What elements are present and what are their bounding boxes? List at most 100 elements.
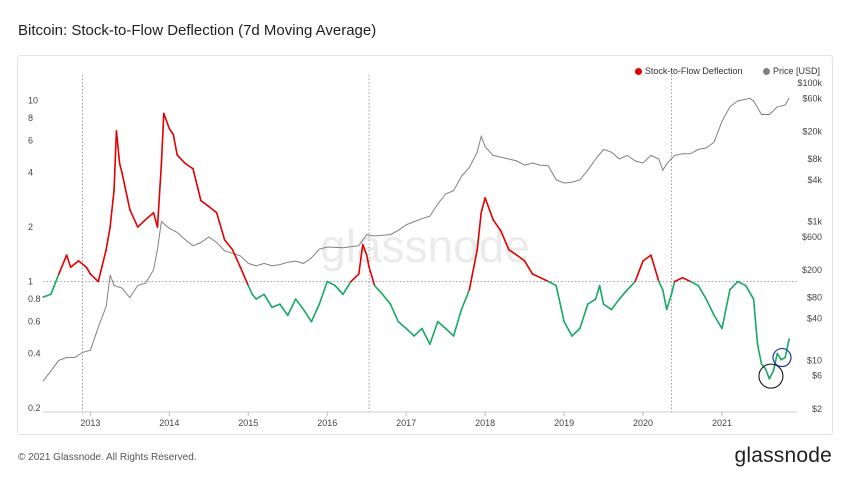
y-left-tick-4: 4 [28, 168, 33, 178]
deflection-segment-5 [77, 260, 88, 268]
deflection-segment-72 [523, 260, 534, 275]
x-tick-label-2021: 2021 [712, 418, 732, 428]
deflection-segment-22 [168, 127, 175, 136]
deflection-segment-68 [492, 218, 502, 232]
y-right-tick-$10: $10 [807, 355, 822, 365]
annotation-circle-low [758, 363, 784, 389]
x-tick-label-2016: 2016 [317, 418, 337, 428]
deflection-segment-58 [421, 327, 431, 346]
deflection-segment-89 [650, 254, 660, 283]
deflection-segment-76 [555, 284, 565, 323]
deflection-segment-105 [756, 343, 763, 365]
deflection-segment-64 [468, 248, 479, 291]
deflection-segment-37 [271, 303, 281, 309]
deflection-segment-18 [152, 211, 159, 228]
deflection-segment-10 [109, 189, 115, 228]
deflection-segment-43 [318, 280, 329, 305]
deflection-segment-98 [705, 298, 715, 317]
y-right-tick-$100k: $100k [797, 78, 822, 88]
deflection-segment-79 [579, 303, 589, 330]
x-tick-label-2017: 2017 [396, 418, 416, 428]
deflection-segment-102 [736, 280, 747, 287]
deflection-segment-93 [670, 280, 676, 296]
deflection-segment-13 [118, 162, 123, 174]
y-right-tick-$200: $200 [802, 265, 822, 275]
y-left-tick-8: 8 [28, 113, 33, 123]
y-left-tick-0.8: 0.8 [28, 294, 41, 304]
deflection-segment-97 [697, 284, 708, 300]
deflection-segment-103 [744, 284, 755, 300]
deflection-segment-27 [200, 199, 210, 208]
deflection-segment-100 [721, 288, 731, 330]
y-right-tick-$2: $2 [812, 404, 822, 414]
deflection-segment-46 [342, 280, 352, 296]
deflection-segment-25 [184, 162, 194, 170]
deflection-segment-91 [661, 288, 668, 311]
legend: Stock-to-Flow Deflection Price [USD] [617, 66, 820, 76]
legend-item-price[interactable]: Price [USD] [762, 66, 820, 76]
deflection-segment-73 [531, 273, 542, 279]
deflection-segment-83 [602, 303, 613, 311]
deflection-segment-92 [665, 293, 673, 311]
y-right-tick-$20k: $20k [802, 126, 822, 136]
deflection-segment-104 [752, 298, 759, 346]
deflection-segment-26 [192, 167, 202, 202]
deflection-segment-48 [358, 243, 364, 275]
deflection-segment-74 [539, 276, 550, 283]
deflection-segment-86 [626, 280, 636, 291]
legend-swatch-price [762, 67, 770, 75]
legend-item-deflection[interactable]: Stock-to-Flow Deflection [634, 66, 742, 76]
x-tick-label-2018: 2018 [475, 418, 495, 428]
deflection-segment-63 [460, 288, 471, 311]
deflection-segment-4 [69, 260, 80, 268]
deflection-segment-82 [598, 284, 605, 305]
deflection-segment-36 [263, 293, 273, 309]
x-tick-label-2015: 2015 [238, 418, 258, 428]
deflection-segment-40 [294, 298, 305, 311]
deflection-segment-9 [105, 226, 111, 251]
y-right-tick-$8k: $8k [807, 154, 822, 164]
y-left-tick-0.4: 0.4 [28, 349, 41, 359]
deflection-segment-23 [172, 133, 179, 156]
deflection-segment-57 [413, 327, 423, 337]
y-right-tick-$1k: $1k [807, 217, 822, 227]
deflection-segment-99 [713, 314, 723, 330]
deflection-segment-75 [547, 280, 557, 287]
deflection-segment-101 [729, 280, 739, 291]
deflection-segment-108 [768, 370, 775, 380]
deflection-segment-29 [215, 211, 226, 241]
deflection-segment-12 [115, 130, 121, 165]
deflection-segment-55 [397, 320, 407, 330]
deflection-segment-84 [610, 298, 621, 311]
deflection-segment-52 [373, 284, 384, 296]
deflection-segment-7 [89, 273, 100, 283]
x-tick-label-2019: 2019 [554, 418, 574, 428]
y-right-tick-$6: $6 [812, 371, 822, 381]
deflection-segment-60 [436, 320, 447, 330]
deflection-segment-50 [365, 254, 370, 268]
deflection-segment-28 [208, 205, 218, 214]
deflection-segment-61 [444, 327, 455, 337]
deflection-segment-53 [381, 293, 392, 305]
deflection-segment-49 [361, 243, 368, 256]
glassnode-logo[interactable]: glassnode [734, 444, 832, 467]
deflection-segment-21 [162, 112, 171, 130]
deflection-segment-31 [231, 248, 242, 268]
y-left-tick-1: 1 [28, 277, 33, 287]
deflection-segment-77 [563, 320, 573, 337]
deflection-segment-90 [658, 280, 664, 291]
y-right-tick-$60k: $60k [802, 93, 822, 103]
legend-label-price: Price [USD] [772, 66, 820, 76]
deflection-segment-24 [176, 154, 186, 165]
deflection-segment-17 [144, 211, 155, 221]
deflection-segment-87 [634, 260, 644, 283]
deflection-segment-80 [586, 298, 597, 305]
y-left-tick-0.6: 0.6 [28, 317, 41, 327]
deflection-segment-112 [784, 338, 790, 359]
deflection-segment-8 [97, 248, 107, 283]
y-right-tick-$600: $600 [802, 232, 822, 242]
x-tick-label-2020: 2020 [633, 418, 653, 428]
deflection-segment-85 [618, 288, 629, 300]
deflection-segment-15 [129, 208, 139, 228]
